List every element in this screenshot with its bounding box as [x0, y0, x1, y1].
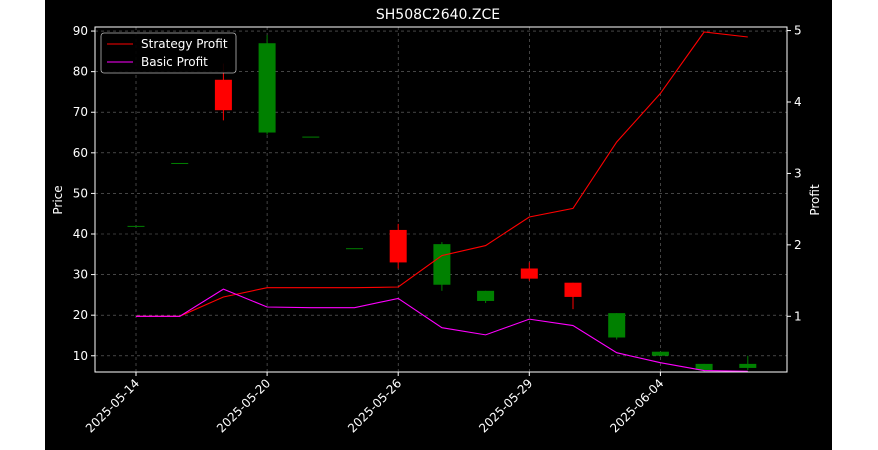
y2-tick-label: 1	[794, 309, 802, 323]
candle-body	[258, 43, 276, 133]
y-tick-label: 70	[73, 105, 88, 119]
x-tick-label: 2025-05-20	[214, 376, 273, 435]
plot-frame	[94, 26, 788, 373]
candle-body	[564, 282, 582, 297]
y2-tick-label: 4	[794, 95, 802, 109]
y2-tick-label: 3	[794, 166, 802, 180]
candle-body	[651, 351, 669, 356]
legend-box	[100, 32, 237, 74]
candle-body	[127, 225, 145, 227]
x-tick-label: 2025-05-14	[83, 376, 142, 435]
legend-label: Strategy Profit	[141, 37, 228, 51]
y2-tick-label: 5	[794, 24, 802, 38]
x-tick-label: 2025-05-29	[476, 376, 535, 435]
y-tick-label: 80	[73, 65, 88, 79]
strategy-profit-line	[136, 31, 748, 317]
y-axis-label: Price	[51, 185, 65, 214]
candle-body	[214, 79, 232, 111]
grid	[95, 27, 787, 372]
y2-axis-label: Profit	[808, 184, 822, 216]
candle-body	[171, 162, 189, 164]
y-tick-label: 60	[73, 146, 88, 160]
legend: Strategy Profit Basic Profit	[100, 32, 237, 74]
candle-body	[739, 363, 757, 368]
y2-tick-label: 2	[794, 238, 802, 252]
profit-lines	[136, 31, 748, 372]
y-tick-label: 10	[73, 349, 88, 363]
candle-body	[433, 244, 451, 285]
y-tick-label: 50	[73, 186, 88, 200]
candle-body	[608, 313, 626, 338]
candles	[127, 35, 757, 372]
candle-body	[346, 248, 363, 250]
y-tick-label: 40	[73, 227, 88, 241]
right-y-axis: 1 2 3 4 5	[787, 24, 802, 323]
y-tick-label: 90	[73, 24, 88, 38]
x-tick-label: 2025-06-04	[607, 376, 666, 435]
left-y-axis: 10 20 30 40 50 60 70 80 90	[73, 24, 95, 363]
x-axis: 2025-05-14 2025-05-20 2025-05-26 2025-05-29…	[83, 372, 667, 435]
candle-body	[389, 229, 407, 263]
chart-title: SH508C2640.ZCE	[376, 7, 500, 23]
candle-body	[695, 363, 713, 370]
candle-body	[302, 136, 320, 138]
basic-profit-line	[136, 288, 748, 372]
candle-body	[520, 268, 538, 279]
x-tick-label: 2025-05-26	[345, 376, 404, 435]
legend-label: Basic Profit	[141, 55, 208, 69]
y-tick-label: 30	[73, 268, 88, 282]
candle-body	[477, 290, 495, 301]
y-tick-label: 20	[73, 308, 88, 322]
